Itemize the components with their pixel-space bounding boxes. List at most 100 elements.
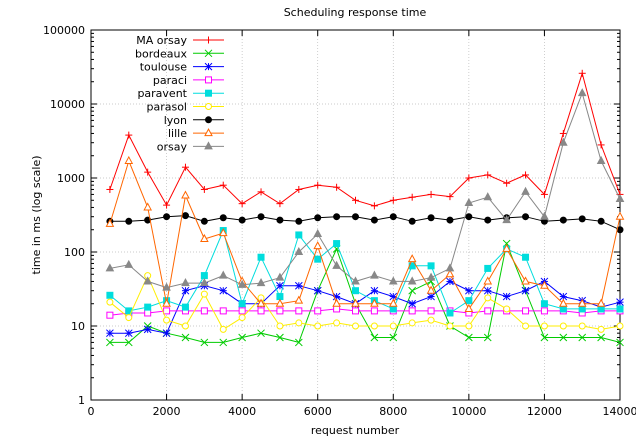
legend-marker-orsay	[204, 141, 213, 150]
data-point-parasol	[559, 322, 567, 330]
data-point-paraci	[163, 307, 171, 315]
data-point-bordeaux	[559, 333, 568, 342]
data-point-toulouse	[162, 329, 171, 338]
data-point-lille	[445, 269, 455, 278]
legend-label-bordeaux: bordeaux	[135, 47, 188, 60]
data-point-lille	[558, 298, 568, 307]
data-point-lille	[143, 202, 153, 211]
marker-stroke	[276, 281, 284, 290]
marker-stroke	[162, 329, 171, 338]
legend-label-lille: lille	[168, 127, 187, 140]
data-point-orsay	[577, 88, 587, 97]
legend-marker-parasol	[205, 103, 212, 110]
data-point-ma-orsay	[427, 190, 435, 198]
data-point-orsay	[407, 276, 417, 285]
data-point-parasol	[616, 322, 624, 330]
data-point-lyon	[238, 216, 246, 224]
data-point-paravent	[144, 303, 152, 311]
y-tick-label: 100	[64, 246, 85, 259]
data-point-lille	[502, 243, 511, 252]
y-tick-label: 10000	[50, 98, 85, 111]
data-point-bordeaux	[408, 286, 417, 295]
legend: MA orsaybordeauxtoulouseparaciparaventpa…	[135, 34, 224, 153]
data-point-parasol	[427, 316, 435, 324]
series-line-lille	[109, 159, 621, 310]
data-point-parasol	[446, 322, 454, 330]
marker-stroke	[616, 298, 624, 307]
data-point-paraci	[484, 307, 492, 315]
data-point-ma-orsay	[257, 188, 265, 196]
marker-stroke	[559, 292, 568, 301]
data-point-parasol	[295, 319, 303, 327]
data-point-bordeaux	[219, 338, 228, 347]
series-orsay	[105, 88, 625, 291]
series-layer	[105, 69, 625, 347]
data-point-orsay	[181, 278, 190, 287]
data-point-orsay	[124, 259, 134, 268]
data-point-paraci	[314, 307, 322, 315]
legend-entry-bordeaux: bordeaux	[135, 47, 224, 60]
data-point-lille	[124, 155, 134, 164]
y-axis-label: time in ms (log scale)	[30, 155, 43, 274]
data-point-parasol	[181, 322, 189, 330]
data-point-lille	[596, 298, 606, 307]
data-point-bordeaux	[257, 329, 265, 338]
marker-stroke	[143, 325, 152, 334]
data-point-ma-orsay	[597, 141, 605, 149]
data-point-toulouse	[465, 286, 473, 295]
data-point-toulouse	[181, 286, 190, 295]
data-point-bordeaux	[106, 338, 114, 347]
marker-stroke	[219, 286, 228, 295]
marker-stroke	[389, 333, 398, 342]
legend-label-paravent: paravent	[137, 87, 187, 100]
data-point-parasol	[578, 322, 586, 330]
data-point-orsay	[294, 246, 304, 255]
data-point-lyon	[333, 213, 341, 221]
series-line-parasol	[109, 274, 621, 331]
series-line-toulouse	[109, 280, 621, 334]
data-point-lille	[483, 276, 493, 285]
data-point-lille	[464, 303, 474, 312]
data-point-orsay	[105, 263, 115, 272]
data-point-lyon	[522, 213, 530, 221]
data-point-paravent	[181, 303, 189, 311]
data-point-ma-orsay	[219, 181, 227, 189]
x-axis-label: request number	[311, 424, 400, 436]
data-point-orsay	[143, 276, 153, 285]
marker-stroke	[540, 333, 549, 342]
legend-marker-toulouse	[204, 62, 213, 71]
marker-stroke	[408, 299, 417, 308]
data-point-bordeaux	[540, 333, 549, 342]
data-point-orsay	[370, 270, 379, 279]
data-point-paraci	[408, 307, 416, 315]
data-point-ma-orsay	[333, 183, 341, 191]
data-point-toulouse	[106, 329, 114, 338]
legend-marker-lille	[204, 128, 213, 137]
data-point-ma-orsay	[578, 69, 586, 77]
data-point-paraci	[219, 307, 227, 315]
data-point-paravent	[540, 300, 548, 308]
marker-stroke	[106, 329, 114, 338]
data-point-orsay	[162, 282, 171, 291]
data-point-lille	[181, 190, 190, 199]
series-line-paravent	[109, 228, 620, 314]
legend-entry-lyon: lyon	[164, 114, 224, 127]
data-point-bordeaux	[465, 333, 473, 342]
data-point-paraci	[200, 307, 208, 315]
legend-label-orsay: orsay	[157, 140, 188, 153]
data-point-orsay	[521, 186, 530, 195]
legend-entry-orsay: orsay	[157, 140, 224, 153]
marker-stroke	[370, 286, 379, 295]
data-point-paravent	[522, 253, 530, 261]
data-point-toulouse	[502, 292, 511, 301]
data-point-lyon	[352, 213, 359, 221]
data-point-ma-orsay	[540, 190, 548, 198]
marker-stroke	[597, 333, 605, 342]
data-point-lille	[162, 298, 171, 307]
data-point-paraci	[352, 307, 359, 315]
data-point-lyon	[125, 217, 133, 225]
data-point-paravent	[597, 305, 605, 313]
data-point-orsay	[218, 270, 228, 279]
marker-stroke	[465, 286, 473, 295]
